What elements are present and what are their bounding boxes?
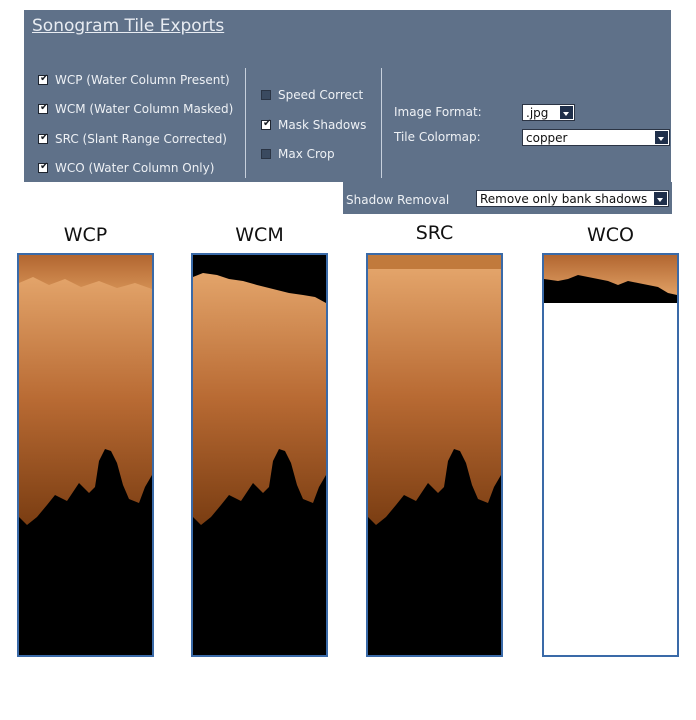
checkbox-mask-shadows-box[interactable]: ✔: [261, 118, 272, 130]
checkbox-speed-correct-box[interactable]: [261, 90, 271, 100]
tile-colormap-dropdown[interactable]: copper: [522, 129, 670, 146]
check-mark-icon: ✔: [40, 161, 49, 172]
check-mark-icon: ✔: [40, 102, 49, 113]
tile-colormap-value: copper: [526, 131, 568, 145]
tile-label-src: SRC: [415, 222, 454, 244]
chevron-down-icon[interactable]: [654, 192, 667, 205]
sonogram-tile-wcp: [17, 253, 154, 657]
export-settings-panel: Sonogram Tile Exports ✔ WCP (Water Colum…: [24, 10, 671, 182]
shadow-removal-row: Shadow Removal Remove only bank shadows: [343, 182, 672, 214]
sonogram-tile-wco-image: [544, 255, 677, 303]
checkbox-mask-shadows-label: Mask Shadows: [278, 118, 367, 132]
tile-label-wco: WCO: [586, 224, 634, 246]
check-mark-icon: ✔: [40, 132, 49, 143]
tile-label-wcp: WCP: [63, 224, 108, 246]
checkbox-wcm[interactable]: ✔ WCM (Water Column Masked): [38, 102, 233, 116]
chevron-down-icon[interactable]: [655, 131, 668, 144]
sonogram-tile-wcm: [191, 253, 328, 657]
sonogram-tile-src: [366, 253, 503, 657]
checkbox-speed-correct-label: Speed Correct: [278, 88, 364, 102]
tile-label-wcm: WCM: [235, 224, 284, 246]
checkbox-wco-label: WCO (Water Column Only): [55, 161, 215, 175]
checkbox-max-crop-label: Max Crop: [278, 147, 335, 161]
checkbox-src-box[interactable]: ✔: [38, 132, 49, 144]
checkbox-max-crop-box[interactable]: [261, 149, 271, 159]
check-mark-icon: ✔: [263, 118, 272, 129]
shadow-removal-label: Shadow Removal: [346, 193, 450, 207]
checkbox-wcm-label: WCM (Water Column Masked): [55, 102, 234, 116]
sonogram-tile-wcp-image: [19, 255, 152, 655]
image-format-label: Image Format:: [394, 105, 482, 119]
checkbox-wco[interactable]: ✔ WCO (Water Column Only): [38, 161, 214, 175]
image-format-dropdown[interactable]: .jpg: [522, 104, 575, 121]
checkbox-src[interactable]: ✔ SRC (Slant Range Corrected): [38, 132, 227, 146]
checkbox-wcp[interactable]: ✔ WCP (Water Column Present): [38, 73, 230, 87]
checkbox-src-label: SRC (Slant Range Corrected): [55, 132, 227, 146]
shadow-removal-value: Remove only bank shadows: [480, 192, 648, 206]
sonogram-tile-wco: [542, 253, 679, 657]
checkbox-wcm-box[interactable]: ✔: [38, 102, 49, 114]
checkbox-wco-box[interactable]: ✔: [38, 161, 49, 173]
checkbox-max-crop[interactable]: Max Crop: [261, 147, 335, 161]
shadow-removal-dropdown[interactable]: Remove only bank shadows: [476, 190, 669, 207]
panel-title: Sonogram Tile Exports: [32, 16, 225, 36]
chevron-down-icon[interactable]: [560, 106, 573, 119]
checkbox-wcp-label: WCP (Water Column Present): [55, 73, 230, 87]
check-mark-icon: ✔: [40, 73, 49, 84]
column-divider: [381, 68, 382, 178]
tile-colormap-label: Tile Colormap:: [394, 130, 481, 144]
checkbox-wcp-box[interactable]: ✔: [38, 73, 49, 85]
checkbox-mask-shadows[interactable]: ✔ Mask Shadows: [261, 118, 366, 132]
sonogram-tile-wcm-image: [193, 255, 326, 655]
image-format-value: .jpg: [526, 106, 549, 120]
checkbox-speed-correct[interactable]: Speed Correct: [261, 88, 363, 102]
sonogram-tile-src-image: [368, 255, 501, 655]
column-divider: [245, 68, 246, 178]
